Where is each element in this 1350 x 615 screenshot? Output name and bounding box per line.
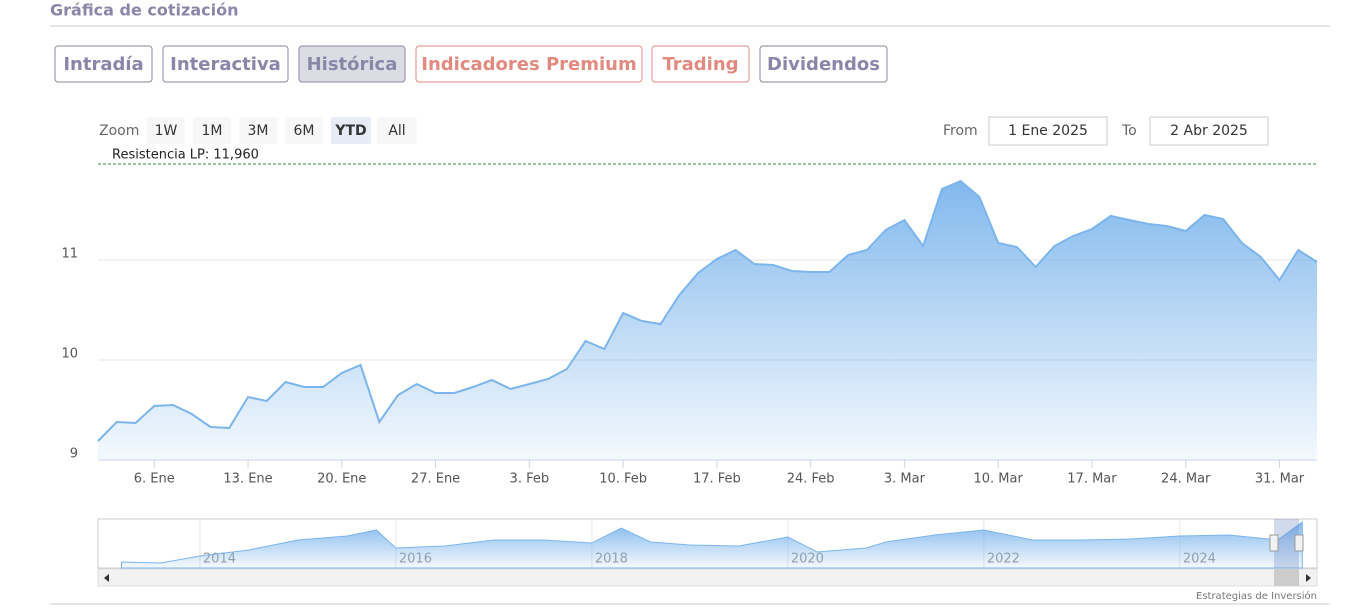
zoom-button-label[interactable]: 3M [248,123,269,139]
x-tick-label: 6. Ene [134,472,175,487]
tab-box[interactable] [162,45,289,83]
tab[interactable]: Trading [651,45,750,83]
navigator-area [121,520,1303,569]
zoom-button-label[interactable]: 6M [294,123,315,139]
navigator-handle[interactable] [1294,534,1304,552]
navigator-handle[interactable] [1269,534,1279,552]
resistance-label: Resistencia LP: 11,960 [112,148,259,163]
from-input[interactable] [988,116,1108,146]
y-tick-label: 11 [61,247,78,262]
scroll-left[interactable] [104,574,109,582]
zoom-button-label[interactable]: All [388,123,405,139]
tab[interactable]: Intradía [54,45,153,83]
zoom-button-label[interactable]: YTD [334,123,366,139]
from-label: From [943,123,978,139]
scrollbar-thumb[interactable] [1274,569,1299,586]
from-value[interactable]: 1 Ene 2025 [1008,123,1088,139]
zoom-button[interactable] [147,117,185,144]
tab-box[interactable] [298,45,406,83]
tab-label[interactable]: Intradía [63,54,143,75]
tab[interactable]: Dividendos [759,45,888,83]
zoom-button-label[interactable]: 1M [202,123,223,139]
y-tick-label: 10 [61,347,78,362]
x-tick-label: 13. Ene [223,472,272,487]
zoom-button[interactable] [285,117,323,144]
tab-label[interactable]: Dividendos [767,54,880,75]
zoom-button[interactable] [193,117,231,144]
area-fill [98,181,1317,460]
x-tick-label: 24. Feb [787,472,835,487]
scroll-right[interactable] [1306,574,1311,582]
zoom-button[interactable] [239,117,277,144]
tab[interactable]: Interactiva [162,45,289,83]
x-tick-label: 24. Mar [1161,472,1211,487]
x-tick-label: 31. Mar [1255,472,1305,487]
x-tick-label: 10. Feb [599,472,647,487]
tab-box[interactable] [759,45,888,83]
scrollbar[interactable] [97,568,1318,587]
to-input[interactable] [1149,116,1269,146]
tab-label[interactable]: Interactiva [170,54,281,75]
zoom-button-label[interactable]: 1W [155,123,178,139]
to-value[interactable]: 2 Abr 2025 [1170,123,1248,139]
tab-label[interactable]: Trading [662,54,738,75]
tab-box[interactable] [54,45,153,83]
credits: Estrategias de Inversión [1196,590,1317,602]
tab-box[interactable] [415,45,643,83]
price-line [97,179,1318,442]
zoom-label: Zoom [99,123,139,139]
tab[interactable]: Indicadores Premium [415,45,643,83]
y-tick-label: 9 [70,447,78,462]
zoom-button[interactable] [331,117,371,144]
x-tick-label: 20. Ene [317,472,366,487]
tab-box[interactable] [651,45,750,83]
zoom-button[interactable] [377,117,417,144]
tab-label[interactable]: Histórica [307,54,398,75]
x-tick-label: 17. Mar [1067,472,1117,487]
tab[interactable]: Histórica [298,45,406,83]
to-label: To [1121,123,1137,139]
tab-label[interactable]: Indicadores Premium [421,54,636,75]
x-tick-label: 17. Feb [693,472,741,487]
x-tick-label: 3. Feb [510,472,550,487]
x-tick-label: 3. Mar [884,472,926,487]
page-title: Gráfica de cotización [50,1,238,20]
x-tick-label: 10. Mar [974,472,1024,487]
x-tick-label: 27. Ene [411,472,460,487]
